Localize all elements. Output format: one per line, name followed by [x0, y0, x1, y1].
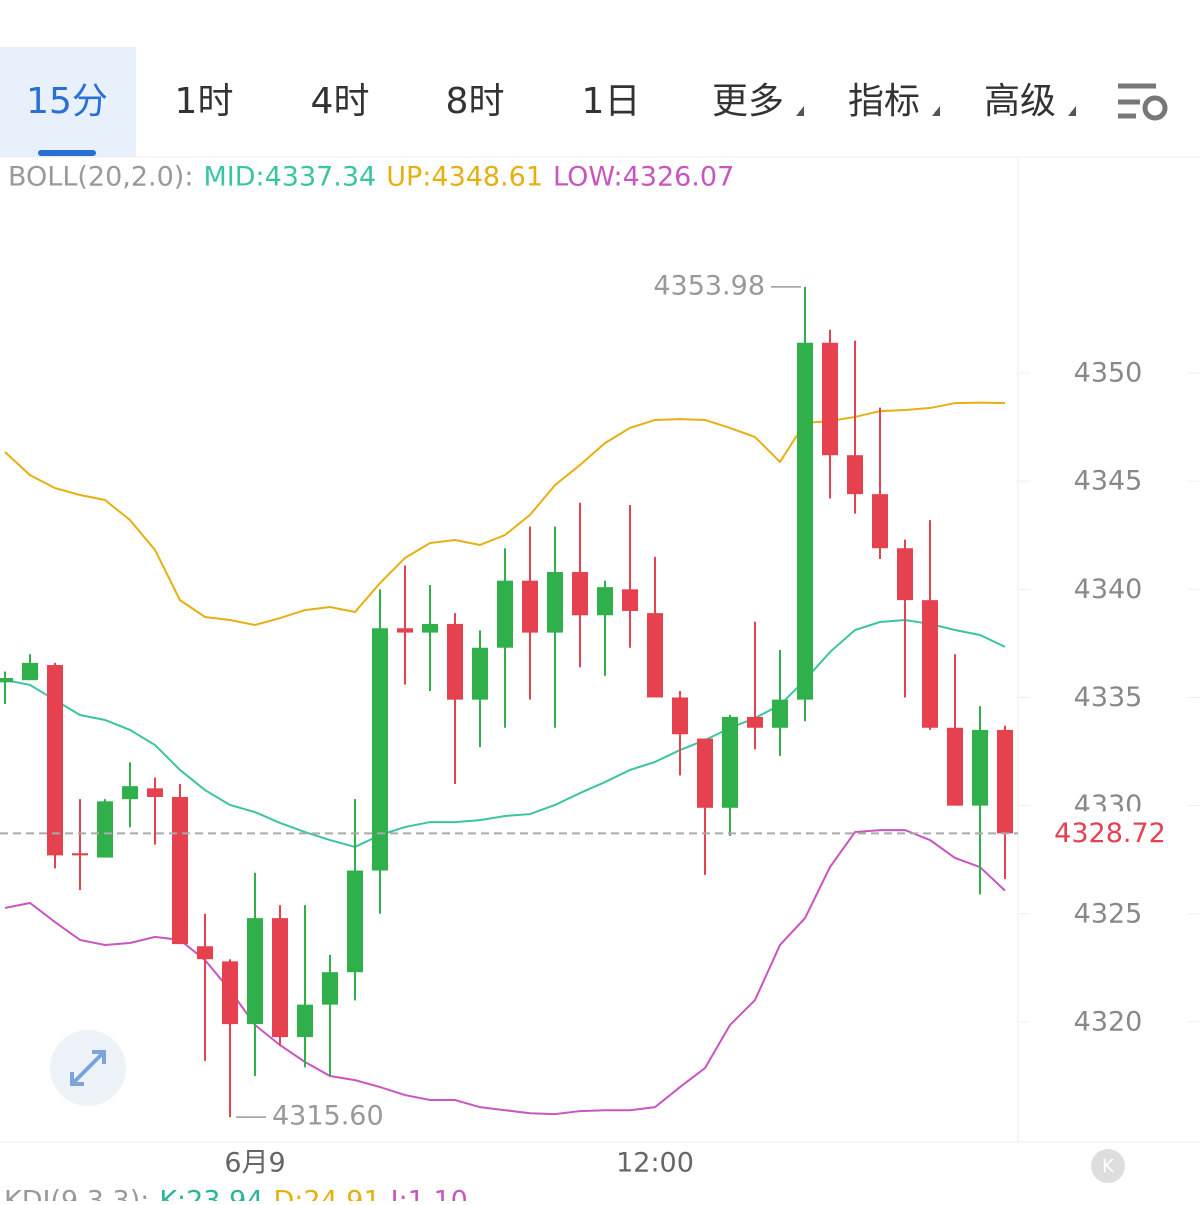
tab[interactable]: 1日	[582, 81, 641, 122]
y-tick-label: 4345	[1074, 466, 1143, 497]
candle-body	[347, 870, 363, 973]
candle-body	[572, 572, 588, 616]
candle-body	[822, 342, 838, 456]
candle-body	[297, 1004, 313, 1038]
candle-body	[922, 600, 938, 728]
boll-line	[4, 619, 1006, 849]
candle-body	[847, 455, 863, 495]
y-tick-label: 4340	[1074, 574, 1143, 605]
legend-entry: LOW:4326.07	[553, 162, 734, 193]
candle-body	[0, 678, 13, 683]
y-tick-label: 4350	[1074, 358, 1143, 389]
tab[interactable]: 更多	[712, 81, 784, 122]
candle-body	[547, 572, 563, 633]
candle-body	[722, 716, 738, 808]
candle-body	[997, 729, 1013, 834]
kdj-label: D:24.91	[273, 1186, 380, 1202]
candle-body	[422, 623, 438, 633]
tab[interactable]: 1时	[175, 81, 234, 122]
expand-button[interactable]	[50, 1030, 126, 1106]
candle-body	[397, 628, 413, 633]
candle-body	[647, 613, 663, 698]
candle-body	[897, 548, 913, 601]
candle-body	[272, 918, 288, 1038]
y-tick-label: 4320	[1074, 1006, 1143, 1037]
last-price-label: 4328.72	[1054, 818, 1166, 849]
candle-body	[322, 972, 338, 1005]
boll-line	[4, 829, 1006, 1116]
tab[interactable]: 8时	[446, 81, 505, 122]
candle-body	[147, 788, 163, 797]
candle-body	[872, 494, 888, 549]
active-tab-bg	[0, 47, 136, 157]
candle-body	[372, 628, 388, 871]
x-tick-label: 12:00	[616, 1148, 694, 1179]
dropdown-triangle	[796, 106, 804, 116]
x-tick-label: 6月9	[224, 1148, 285, 1179]
candle-body	[472, 647, 488, 700]
legend-entry: UP:4348.61	[386, 162, 543, 193]
candle-body	[222, 961, 238, 1025]
last-price-box	[1040, 811, 1200, 856]
tab[interactable]: 指标	[848, 81, 920, 122]
max-label: 4353.98	[653, 270, 765, 301]
candle-body	[797, 342, 813, 700]
dropdown-triangle	[932, 106, 940, 116]
y-tick-label: 4335	[1074, 682, 1143, 713]
legend-entry: MID:4337.34	[203, 162, 376, 193]
tab[interactable]: 15分	[26, 81, 108, 122]
settings-icon[interactable]	[1118, 83, 1168, 121]
dropdown-triangle	[1068, 106, 1076, 116]
active-tab-indicator	[38, 150, 96, 156]
k-button[interactable]: K	[1091, 1149, 1125, 1183]
candle-body	[947, 727, 963, 806]
candle-body	[97, 801, 113, 858]
tab[interactable]: 4时	[311, 81, 370, 122]
kdj-label: J:1.10	[389, 1186, 468, 1202]
indicator-label: BOLL(20,2.0):	[8, 162, 193, 193]
candle-body	[747, 716, 763, 728]
boll-line	[4, 401, 1006, 627]
candle-body	[72, 853, 88, 856]
candle-body	[972, 729, 988, 806]
kdj-label: K:23.94	[159, 1186, 263, 1202]
candle-body	[447, 623, 463, 700]
candle-body	[522, 580, 538, 633]
candle-body	[247, 918, 263, 1025]
svg-text:K: K	[1102, 1156, 1115, 1177]
candle-body	[672, 697, 688, 735]
candle-body	[697, 738, 713, 808]
y-tick-label: 4325	[1074, 898, 1143, 929]
candle-body	[197, 946, 213, 960]
min-label: 4315.60	[272, 1101, 384, 1132]
candle-body	[22, 662, 38, 681]
candle-body	[172, 796, 188, 945]
candle-body	[497, 580, 513, 648]
candle-body	[122, 786, 138, 800]
kdj-label: KDJ(9,3,3):	[4, 1186, 149, 1202]
candle-body	[622, 589, 638, 611]
candle-body	[597, 587, 613, 616]
candle-body	[772, 699, 788, 728]
tab[interactable]: 高级	[984, 81, 1056, 122]
candle-body	[47, 665, 63, 856]
